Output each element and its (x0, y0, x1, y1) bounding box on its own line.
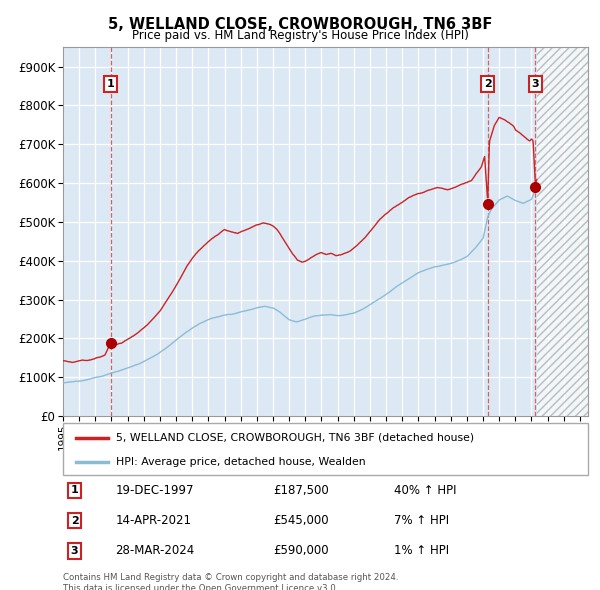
Text: 3: 3 (532, 79, 539, 89)
Text: 5, WELLAND CLOSE, CROWBOROUGH, TN6 3BF: 5, WELLAND CLOSE, CROWBOROUGH, TN6 3BF (108, 17, 492, 31)
Text: 40% ↑ HPI: 40% ↑ HPI (394, 484, 456, 497)
Text: 2: 2 (484, 79, 491, 89)
Bar (537, 47, 588, 416)
Text: 5, WELLAND CLOSE, CROWBOROUGH, TN6 3BF (detached house): 5, WELLAND CLOSE, CROWBOROUGH, TN6 3BF (… (115, 432, 473, 442)
Text: 19-DEC-1997: 19-DEC-1997 (115, 484, 194, 497)
Text: 1: 1 (71, 486, 79, 496)
Text: £590,000: £590,000 (273, 545, 329, 558)
Text: 1% ↑ HPI: 1% ↑ HPI (394, 545, 449, 558)
Text: Price paid vs. HM Land Registry's House Price Index (HPI): Price paid vs. HM Land Registry's House … (131, 30, 469, 42)
Text: 7% ↑ HPI: 7% ↑ HPI (394, 514, 449, 527)
Text: 14-APR-2021: 14-APR-2021 (115, 514, 191, 527)
FancyBboxPatch shape (63, 423, 588, 475)
Text: 2: 2 (71, 516, 79, 526)
Text: £187,500: £187,500 (273, 484, 329, 497)
Text: Contains HM Land Registry data © Crown copyright and database right 2024.
This d: Contains HM Land Registry data © Crown c… (63, 573, 398, 590)
Text: 3: 3 (71, 546, 79, 556)
Bar (537, 47, 588, 416)
Text: £545,000: £545,000 (273, 514, 329, 527)
Text: 1: 1 (107, 79, 115, 89)
Text: 28-MAR-2024: 28-MAR-2024 (115, 545, 195, 558)
Text: HPI: Average price, detached house, Wealden: HPI: Average price, detached house, Weal… (115, 457, 365, 467)
